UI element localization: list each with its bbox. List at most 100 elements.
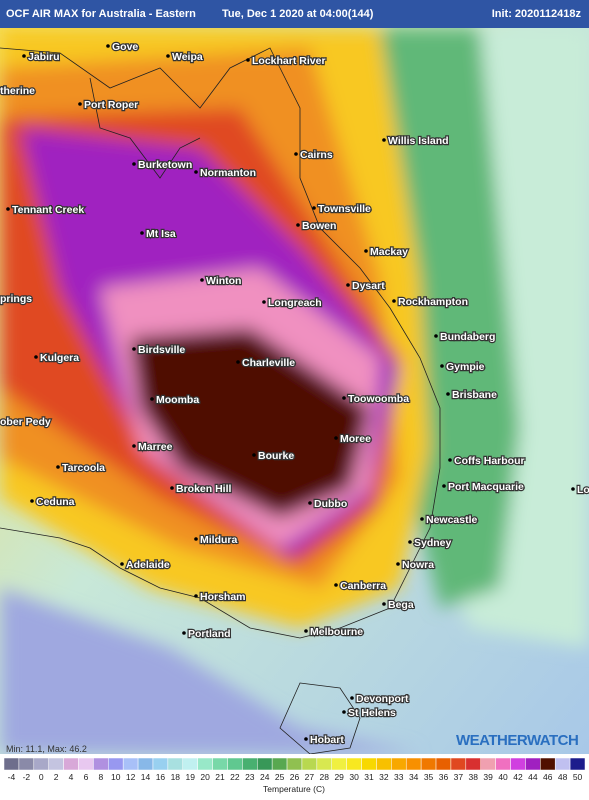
place-dot — [571, 487, 575, 491]
place-label: Bowen — [302, 220, 336, 232]
place-dot — [140, 231, 144, 235]
place-dot — [246, 58, 250, 62]
place-label: therine — [0, 85, 35, 97]
colorbar-cell — [78, 757, 94, 771]
place-label: Dysart — [352, 280, 385, 292]
map: Gove Jabiru therine Weipa Lockhart River Port… — [0, 28, 589, 754]
colorbar-cell — [480, 757, 496, 771]
place-dot — [420, 517, 424, 521]
place-dot — [194, 537, 198, 541]
place-label: Adelaide — [126, 559, 170, 571]
colorbar-label: 22 — [230, 772, 240, 782]
colorbar-cell — [286, 757, 303, 771]
colorbar-label: 28 — [320, 772, 330, 782]
colorbar-label: 30 — [349, 772, 359, 782]
colorbar-cell — [301, 757, 318, 771]
colorbar-label: 18 — [171, 772, 181, 782]
colorbar-cell — [257, 757, 273, 771]
place-label: Bundaberg — [440, 331, 495, 343]
place-label: Newcastle — [426, 514, 478, 526]
colorbar-cell — [242, 757, 258, 771]
colorbar-label: 34 — [409, 772, 419, 782]
colorbar-cell — [391, 757, 407, 771]
place-label: Weipa — [172, 51, 203, 63]
place-label: Portland — [188, 628, 231, 640]
place-dot — [448, 458, 452, 462]
place-dot — [392, 299, 396, 303]
place-label: Normanton — [200, 167, 256, 179]
colorbar-label: 2 — [54, 772, 59, 782]
place-dot — [294, 152, 298, 156]
place-label: Kulgera — [40, 352, 79, 364]
colorbar-label: 29 — [334, 772, 344, 782]
place-label: Port Macquarie — [448, 481, 524, 493]
place-dot — [132, 162, 136, 166]
place-label: Coffs Harbour — [454, 455, 525, 467]
colorbar-cell — [93, 757, 109, 771]
place-dot — [304, 629, 308, 633]
colorbar-label: 4 — [69, 772, 74, 782]
place-dot — [382, 602, 386, 606]
place-label: Jabiru — [28, 51, 60, 63]
place-label: Broken Hill — [176, 483, 232, 495]
place-label: Mackay — [370, 246, 408, 258]
place-dot — [262, 300, 266, 304]
place-dot — [22, 54, 26, 58]
colorbar-label: 37 — [454, 772, 464, 782]
place-label: Mt Isa — [146, 228, 176, 240]
place-label: Tarcoola — [62, 462, 105, 474]
place-label: Melbourne — [310, 626, 363, 638]
place-label: Dubbo — [314, 498, 347, 510]
init-time: Init: 2020112418z — [491, 8, 581, 20]
colorbar-cell — [271, 757, 288, 771]
colorbar-cells: -4 -2 0 2 4 6 8 10 12 14 16 18 19 20 21 22 23 24 25 26 27 28 2… — [3, 757, 586, 782]
place-dot — [78, 102, 82, 106]
colorbar-cell — [450, 757, 467, 771]
place-label: Winton — [206, 275, 241, 287]
place-label: Moree — [340, 433, 371, 445]
place-label: Rockhampton — [398, 296, 468, 308]
place-dot — [334, 436, 338, 440]
place-dot — [34, 355, 38, 359]
colorbar-label: 10 — [111, 772, 121, 782]
colorbar-label: 12 — [126, 772, 136, 782]
colorbar-cell — [569, 757, 586, 771]
place-dot — [342, 396, 346, 400]
place-label: prings — [0, 293, 32, 305]
place-dot — [446, 392, 450, 396]
place-label: Birdsville — [138, 344, 185, 356]
colorbar-cell — [465, 757, 481, 771]
place-dot — [200, 278, 204, 282]
colorbar-cell — [137, 757, 154, 771]
place-dot — [408, 540, 412, 544]
colorbar-label: 42 — [513, 772, 523, 782]
place-label: Devonport — [356, 693, 409, 705]
map-title: OCF AIR MAX for Australia - Eastern — [6, 8, 196, 20]
colorbar-label: 35 — [424, 772, 434, 782]
colorbar-cell — [405, 757, 422, 771]
place-dot — [236, 360, 240, 364]
place-dot — [166, 54, 170, 58]
colorbar-label: 6 — [84, 772, 89, 782]
colorbar-label: 24 — [260, 772, 270, 782]
place-dot — [434, 334, 438, 338]
place-dot — [296, 223, 300, 227]
place-dot — [150, 397, 154, 401]
colorbar-label: 23 — [245, 772, 255, 782]
colorbar-cell — [510, 757, 526, 771]
place-label: Cairns — [300, 149, 333, 161]
colorbar-label: 14 — [141, 772, 151, 782]
place-dot — [106, 44, 110, 48]
colorbar-title: Temperature (C) — [263, 784, 325, 794]
colorbar-label: 50 — [573, 772, 583, 782]
place-label: St Helens — [348, 707, 396, 719]
place-label: Moomba — [156, 394, 199, 406]
place-label: Longreach — [268, 297, 322, 309]
place-dot — [194, 594, 198, 598]
colorbar-label: 39 — [483, 772, 493, 782]
colorbar-label: 0 — [39, 772, 44, 782]
colorbar-cell — [63, 757, 79, 771]
colorbar-label: -2 — [23, 772, 31, 782]
place-dot — [132, 347, 136, 351]
